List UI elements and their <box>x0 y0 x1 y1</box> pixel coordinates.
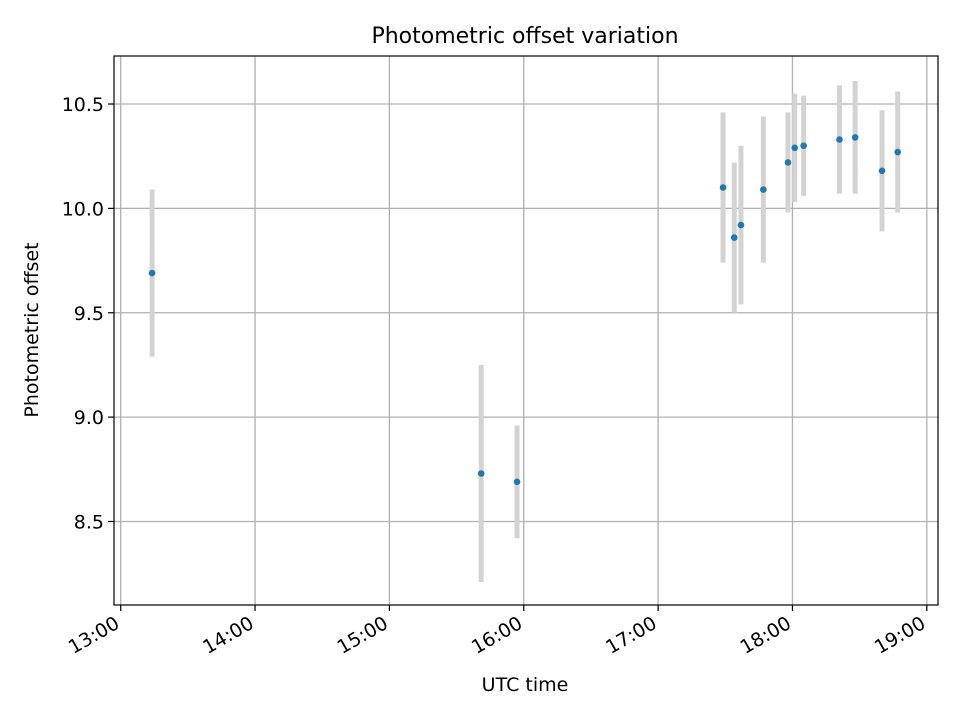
data-point <box>737 221 745 229</box>
data-point <box>791 144 798 152</box>
data-point <box>784 159 792 166</box>
data-point <box>719 184 727 191</box>
y-axis-label: Photometric offset <box>21 242 43 417</box>
plot-frame <box>113 55 939 606</box>
y-tick-label: 8.5 <box>74 512 104 534</box>
y-tick-label: 9.5 <box>74 303 104 325</box>
data-points <box>148 134 901 486</box>
y-tick-label: 9.0 <box>74 407 104 429</box>
y-tick-label: 10.5 <box>62 94 104 116</box>
grid <box>114 56 938 605</box>
error-bars <box>149 81 901 583</box>
data-point <box>148 269 156 277</box>
x-tick-label: 19:00 <box>871 612 929 658</box>
x-tick-label: 17:00 <box>602 612 660 658</box>
data-point <box>878 167 886 175</box>
data-point <box>760 186 767 193</box>
data-point <box>477 470 485 477</box>
data-point <box>836 136 843 143</box>
x-axis: 13:00 14:00 15:00 16:00 17:00 18:00 19:00 <box>65 605 929 659</box>
x-tick-label: 15:00 <box>333 612 391 658</box>
y-tick-label: 10.0 <box>62 198 104 220</box>
data-point <box>894 148 901 156</box>
x-tick-label: 16:00 <box>468 612 526 658</box>
x-tick-label: 13:00 <box>65 612 123 658</box>
data-point <box>513 478 521 486</box>
y-axis: 8.5 9.0 9.5 10.0 10.5 <box>62 94 114 534</box>
data-point <box>851 134 859 141</box>
x-axis-label: UTC time <box>482 674 569 696</box>
x-tick-label: 14:00 <box>199 612 257 658</box>
chart-title: Photometric offset variation <box>371 24 678 49</box>
x-tick-label: 18:00 <box>737 612 795 658</box>
data-point <box>730 234 738 241</box>
data-point <box>800 142 807 150</box>
